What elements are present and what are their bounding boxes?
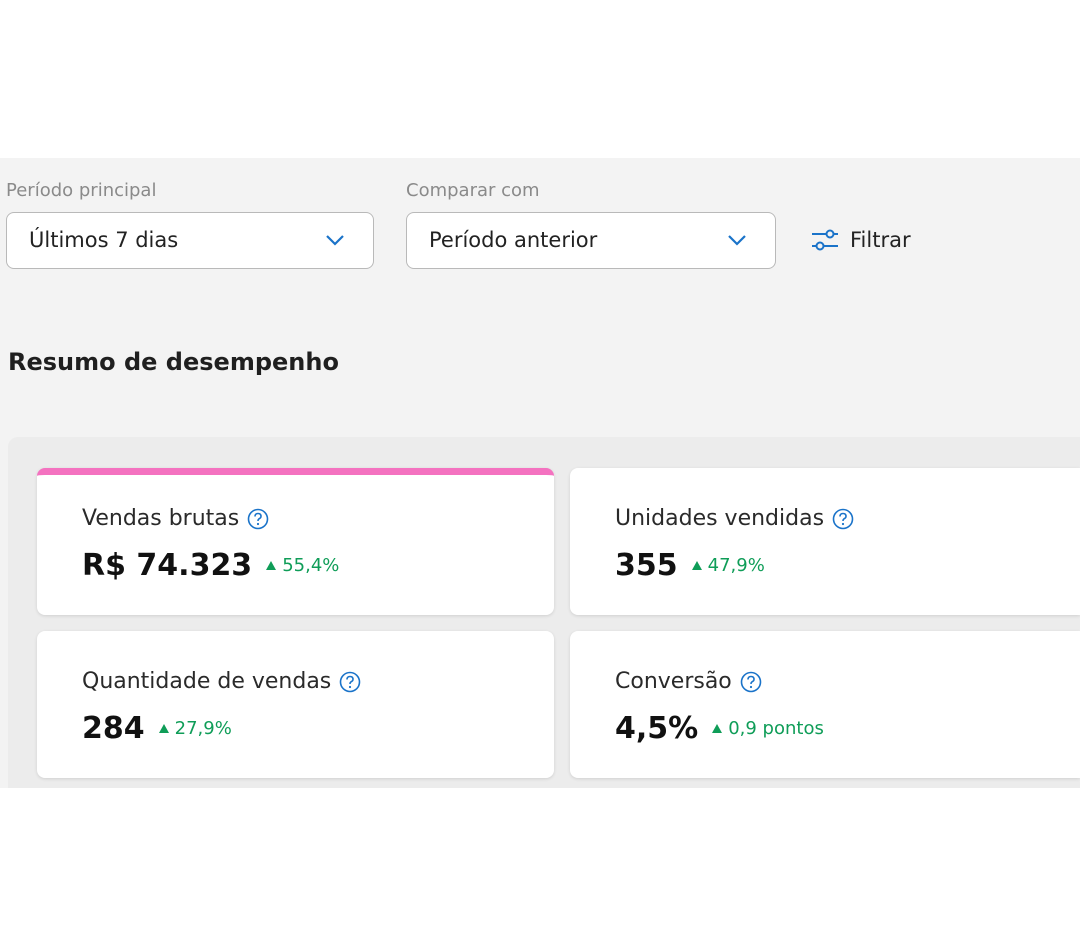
- metric-label: Vendas brutas: [82, 506, 240, 531]
- change-text: 0,9 pontos: [728, 718, 824, 739]
- period-select[interactable]: Últimos 7 dias: [6, 212, 374, 269]
- up-arrow: [712, 724, 723, 733]
- help-icon[interactable]: [740, 671, 762, 693]
- metric-change: 55,4%: [266, 555, 339, 576]
- change-text: 55,4%: [282, 555, 340, 576]
- filter-label: Período principal: [6, 180, 157, 201]
- up-arrow: [158, 724, 169, 733]
- metric-label-row: Vendas brutas: [82, 506, 269, 531]
- help-icon[interactable]: [339, 671, 361, 693]
- select-value: Período anterior: [429, 228, 598, 252]
- cards-grid: Vendas brutas R$ 74.323 55,4% Unidades vend…: [8, 437, 1080, 788]
- metric-card: Unidades vendidas 355 47,9%: [570, 468, 1080, 615]
- metric-change: 0,9 pontos: [712, 718, 824, 739]
- metric-row: 4,5% 0,9 pontos: [615, 711, 824, 746]
- metric-label: Quantidade de vendas: [82, 669, 332, 694]
- metric-value: 4,5%: [615, 711, 699, 746]
- metric-label: Conversão: [615, 669, 732, 694]
- up-arrow: [266, 561, 277, 570]
- change-text: 27,9%: [174, 718, 232, 739]
- help-icon[interactable]: [247, 508, 269, 530]
- help-icon[interactable]: [832, 508, 854, 530]
- metric-row: 355 47,9%: [615, 548, 765, 583]
- chevron: [728, 235, 746, 246]
- metric-card: Vendas brutas R$ 74.323 55,4%: [37, 468, 554, 615]
- up-arrow: [691, 561, 702, 570]
- chevron: [326, 235, 344, 246]
- metric-card: Quantidade de vendas 284 27,9%: [37, 631, 554, 778]
- metric-change: 27,9%: [158, 718, 232, 739]
- metric-card: Conversão 4,5% 0,9 pontos: [570, 631, 1080, 778]
- metric-label-row: Conversão: [615, 669, 762, 694]
- filter-icon: [812, 229, 838, 251]
- metric-value: 284: [82, 711, 145, 746]
- filter-label: Comparar com: [406, 180, 540, 201]
- compare-select[interactable]: Período anterior: [406, 212, 776, 269]
- select-value: Últimos 7 dias: [29, 228, 179, 252]
- filter-button[interactable]: Filtrar: [810, 228, 911, 252]
- metric-label: Unidades vendidas: [615, 506, 825, 531]
- filter-panel: Período principal Últimos 7 dias Compara…: [0, 158, 1080, 788]
- metric-change: 47,9%: [691, 555, 765, 576]
- metric-value: 355: [615, 548, 678, 583]
- metric-label-row: Quantidade de vendas: [82, 669, 361, 694]
- metric-row: 284 27,9%: [82, 711, 232, 746]
- section-title: Resumo de desempenho: [8, 348, 339, 376]
- button-text: Filtrar: [850, 228, 911, 252]
- metric-value: R$ 74.323: [82, 548, 253, 583]
- metric-label-row: Unidades vendidas: [615, 506, 854, 531]
- metric-row: R$ 74.323 55,4%: [82, 548, 339, 583]
- change-text: 47,9%: [707, 555, 765, 576]
